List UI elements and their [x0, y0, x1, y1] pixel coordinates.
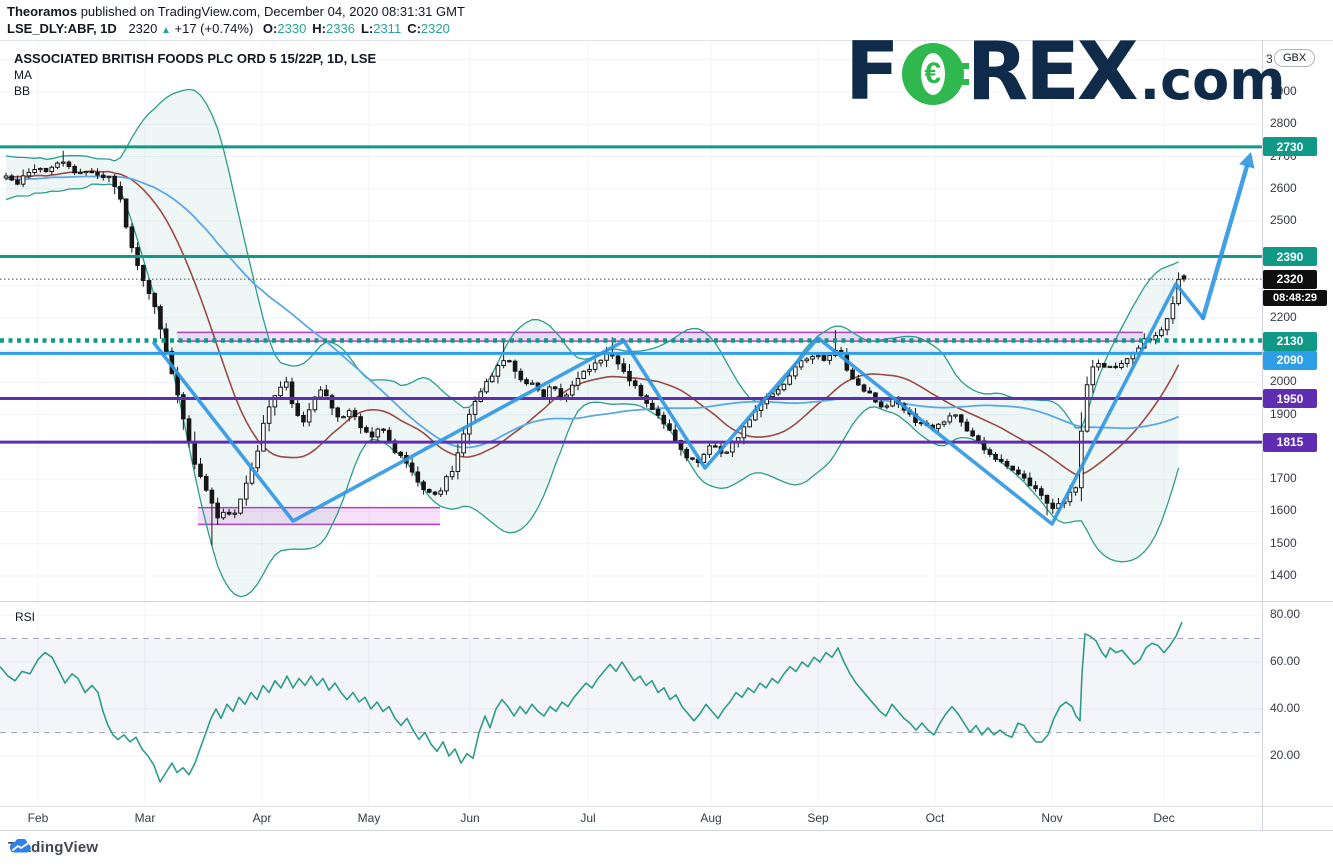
month-label: Nov — [1041, 811, 1063, 825]
bollinger-bands — [5, 88, 1180, 598]
ma-indicator-label: MA — [14, 68, 32, 82]
ohlc-key: L: — [360, 21, 374, 36]
forex-letter-f: F — [845, 25, 900, 118]
ohlc-values: O:2330 H:2336 L:2311 C:2320 — [257, 21, 450, 36]
euro-icon: € — [924, 57, 941, 90]
ohlc-key: O: — [262, 21, 278, 36]
price-axis-label: 1700 — [1270, 471, 1297, 486]
ohlc-value: 2330 — [277, 21, 307, 36]
price-axis-label: 2200 — [1270, 309, 1297, 324]
price-axis-label: 1400 — [1270, 568, 1297, 582]
publish-line: Theoramos published on TradingView.com, … — [7, 3, 465, 20]
price-axis-label: 2800 — [1270, 116, 1297, 131]
author-name: Theoramos — [7, 4, 78, 19]
chart-legend: ASSOCIATED BRITISH FOODS PLC ORD 5 15/22… — [14, 51, 376, 99]
price-axis-label: 2500 — [1270, 213, 1297, 228]
ohlc-value: 2320 — [420, 21, 450, 36]
price-axis-label: 2900 — [1270, 84, 1297, 98]
forex-o-icon: € — [901, 43, 969, 105]
price-level-label: 2130 — [1263, 331, 1317, 351]
month-label: Apr — [252, 811, 272, 825]
pane-separators — [0, 40, 1333, 831]
ohlc-key: C: — [407, 21, 421, 36]
forex-o-hole — [920, 53, 945, 95]
horizontal-levels — [0, 145, 1262, 444]
price-axis-label: 1900 — [1270, 406, 1297, 421]
price-level-label: 2390 — [1263, 247, 1317, 267]
month-label: Dec — [1153, 811, 1175, 825]
price-axis-label: 2600 — [1270, 180, 1297, 195]
price-axis-top-partial: 3 — [1266, 52, 1273, 66]
tradingview-footer: TradingView — [8, 839, 98, 856]
month-label: Sep — [807, 811, 829, 825]
rsi-axis-label: 60.00 — [1270, 654, 1301, 668]
month-label: Mar — [134, 811, 156, 825]
publish-info: published on TradingView.com, December 0… — [77, 4, 465, 19]
bb-indicator-label: BB — [14, 84, 31, 98]
price-axis-label: 1600 — [1270, 503, 1297, 518]
ohlc-value: 2311 — [373, 21, 402, 36]
month-label: Jun — [460, 811, 480, 825]
price-change: +17 (+0.74%) — [174, 21, 254, 36]
price-level-label: 2090 — [1263, 350, 1317, 370]
ohlc-key: H: — [312, 21, 327, 36]
forex-watermark-logo: F € REX .com — [845, 25, 1286, 118]
price-axis-label: 2000 — [1270, 374, 1297, 389]
trend-zigzag — [152, 152, 1255, 526]
month-label: May — [357, 811, 381, 825]
price-level-label: 1950 — [1263, 389, 1317, 409]
month-label: Oct — [925, 811, 945, 825]
forex-o-tick-top — [955, 63, 969, 69]
rsi-axis-label: 20.00 — [1270, 748, 1301, 762]
up-arrow-icon: ▲ — [160, 25, 171, 36]
symbol-line: LSE_DLY:ABF, 1D 2320 ▲ +17 (+0.74%) O:23… — [7, 20, 465, 39]
last-price: 2320 — [128, 21, 158, 36]
currency-toggle-button[interactable]: GBX — [1274, 49, 1316, 67]
ohlc-value: 2336 — [326, 21, 355, 36]
forex-letters-rex: REX — [966, 25, 1139, 118]
symbol-name: LSE_DLY:ABF, 1D — [7, 21, 117, 36]
rsi-line — [0, 621, 1183, 783]
publish-header: Theoramos published on TradingView.com, … — [7, 3, 465, 39]
month-label: Feb — [27, 811, 49, 825]
forex-dot-com: .com — [1139, 49, 1286, 112]
tradingview-logo-icon — [9, 839, 31, 853]
instrument-title: ASSOCIATED BRITISH FOODS PLC ORD 5 15/22… — [14, 51, 377, 66]
month-label: Jul — [580, 811, 596, 825]
tradingview-brand: TradingView — [8, 839, 99, 856]
month-label: Aug — [700, 811, 722, 825]
rsi-axis-label: 80.00 — [1270, 607, 1301, 621]
price-axis-label: 1500 — [1270, 535, 1297, 550]
rsi-pane-label: RSI — [15, 610, 36, 624]
price-level-label: 1815 — [1263, 432, 1317, 452]
price-level-label: 2320 — [1263, 269, 1317, 289]
forex-o-tick-bottom — [955, 79, 969, 85]
rsi-axis-label: 40.00 — [1270, 701, 1301, 715]
price-level-label: 2730 — [1263, 137, 1317, 157]
rsi-band — [0, 638, 1262, 733]
countdown-label: 08:48:29 — [1263, 290, 1327, 306]
